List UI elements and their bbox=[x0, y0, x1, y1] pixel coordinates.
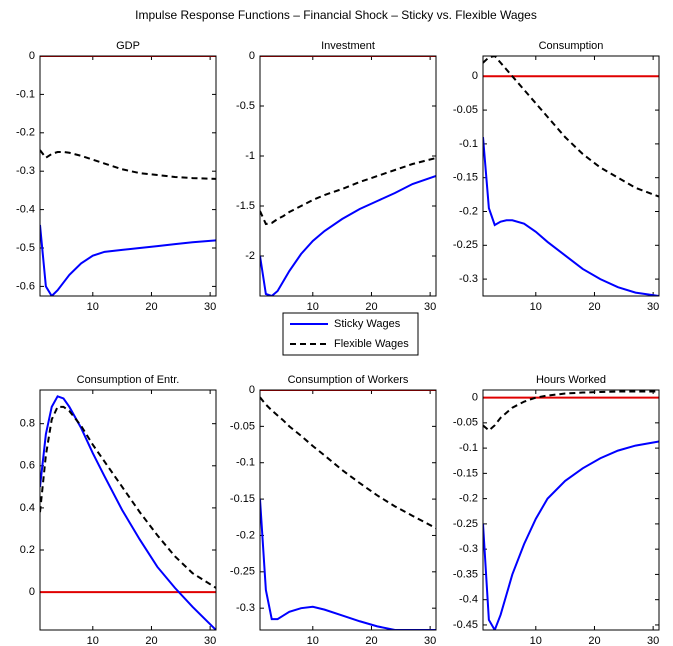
y-tick-label: -0.05 bbox=[453, 417, 478, 429]
series-line bbox=[483, 56, 659, 198]
panel-title: Hours Worked bbox=[536, 374, 606, 386]
series-line bbox=[260, 157, 436, 226]
y-tick-label: 0 bbox=[249, 384, 255, 396]
y-tick-label: -0.25 bbox=[230, 566, 255, 578]
y-tick-label: -0.2 bbox=[16, 127, 35, 139]
axes-box bbox=[482, 55, 660, 297]
y-tick-label: -0.35 bbox=[453, 568, 478, 580]
y-tick-label: -0.4 bbox=[459, 594, 478, 606]
x-tick-label: 30 bbox=[424, 301, 436, 313]
x-tick-label: 10 bbox=[307, 635, 319, 646]
y-tick-label: -0.3 bbox=[459, 543, 478, 555]
y-tick-label: -0.5 bbox=[16, 242, 35, 254]
y-tick-label: -0.2 bbox=[459, 205, 478, 217]
legend-box bbox=[282, 312, 419, 356]
x-tick-label: 10 bbox=[87, 635, 99, 646]
series-line bbox=[40, 224, 216, 296]
y-tick-label: -0.1 bbox=[16, 88, 35, 100]
x-tick-label: 20 bbox=[588, 635, 600, 646]
y-tick-label: -0.1 bbox=[459, 138, 478, 150]
x-tick-label: 30 bbox=[204, 301, 216, 313]
y-tick-label: -0.1 bbox=[236, 457, 255, 469]
y-tick-label: -0.25 bbox=[453, 239, 478, 251]
x-tick-label: 20 bbox=[365, 635, 377, 646]
y-tick-label: 0 bbox=[472, 391, 478, 403]
y-tick-label: 0.4 bbox=[20, 502, 35, 514]
series-line bbox=[260, 396, 436, 530]
y-tick-label: -0.45 bbox=[453, 619, 478, 631]
legend: Sticky Wages Flexible Wages bbox=[282, 312, 419, 356]
panel-title: Consumption of Entr. bbox=[77, 374, 180, 386]
x-tick-label: 30 bbox=[647, 301, 659, 313]
panel-title: Investment bbox=[321, 40, 375, 52]
y-tick-label: -0.2 bbox=[236, 529, 255, 541]
y-tick-label: 0 bbox=[249, 50, 255, 62]
panel-title: GDP bbox=[116, 40, 140, 52]
x-tick-label: 10 bbox=[87, 301, 99, 313]
x-tick-label: 20 bbox=[145, 635, 157, 646]
series-line bbox=[483, 137, 659, 296]
y-tick-label: 0 bbox=[29, 586, 35, 598]
y-tick-label: -0.3 bbox=[236, 602, 255, 614]
x-tick-label: 20 bbox=[588, 301, 600, 313]
y-tick-label: -0.05 bbox=[453, 104, 478, 116]
series-line bbox=[40, 395, 216, 630]
y-tick-label: -0.6 bbox=[16, 280, 35, 292]
legend-label: Sticky Wages bbox=[334, 318, 401, 330]
y-tick-label: 0.2 bbox=[20, 544, 35, 556]
y-tick-label: -0.4 bbox=[16, 204, 35, 216]
series-line bbox=[260, 499, 436, 630]
legend-label: Flexible Wages bbox=[334, 338, 409, 350]
x-tick-label: 30 bbox=[424, 635, 436, 646]
x-tick-label: 20 bbox=[365, 301, 377, 313]
figure-title: Impulse Response Functions – Financial S… bbox=[135, 8, 537, 22]
y-tick-label: 0.8 bbox=[20, 418, 35, 430]
x-tick-label: 30 bbox=[204, 635, 216, 646]
y-tick-label: 0.6 bbox=[20, 460, 35, 472]
y-tick-label: -1 bbox=[245, 150, 255, 162]
axes-box bbox=[39, 389, 217, 631]
y-tick-label: -0.05 bbox=[230, 420, 255, 432]
y-tick-label: -0.1 bbox=[459, 442, 478, 454]
series-line bbox=[40, 405, 216, 589]
series-line bbox=[260, 175, 436, 296]
y-tick-label: 0 bbox=[472, 70, 478, 82]
axes-box bbox=[259, 389, 437, 631]
y-tick-label: -0.25 bbox=[453, 518, 478, 530]
axes-box bbox=[259, 55, 437, 297]
x-tick-label: 30 bbox=[647, 635, 659, 646]
x-tick-label: 10 bbox=[530, 635, 542, 646]
axes-box bbox=[482, 389, 660, 631]
y-tick-label: -0.3 bbox=[459, 273, 478, 285]
axes-box bbox=[39, 55, 217, 297]
y-tick-label: -0.5 bbox=[236, 100, 255, 112]
y-tick-label: -1.5 bbox=[236, 200, 255, 212]
y-tick-label: -0.15 bbox=[230, 493, 255, 505]
y-tick-label: 0 bbox=[29, 50, 35, 62]
series-line bbox=[483, 440, 659, 630]
x-tick-label: 10 bbox=[530, 301, 542, 313]
y-tick-label: -0.15 bbox=[453, 172, 478, 184]
y-tick-label: -2 bbox=[245, 250, 255, 262]
y-tick-label: -0.3 bbox=[16, 165, 35, 177]
y-tick-label: -0.2 bbox=[459, 493, 478, 505]
panel-title: Consumption bbox=[539, 40, 604, 52]
y-tick-label: -0.15 bbox=[453, 467, 478, 479]
series-line bbox=[40, 149, 216, 180]
x-tick-label: 20 bbox=[145, 301, 157, 313]
panel-title: Consumption of Workers bbox=[288, 374, 409, 386]
x-tick-label: 10 bbox=[307, 301, 319, 313]
series-line bbox=[483, 390, 659, 432]
